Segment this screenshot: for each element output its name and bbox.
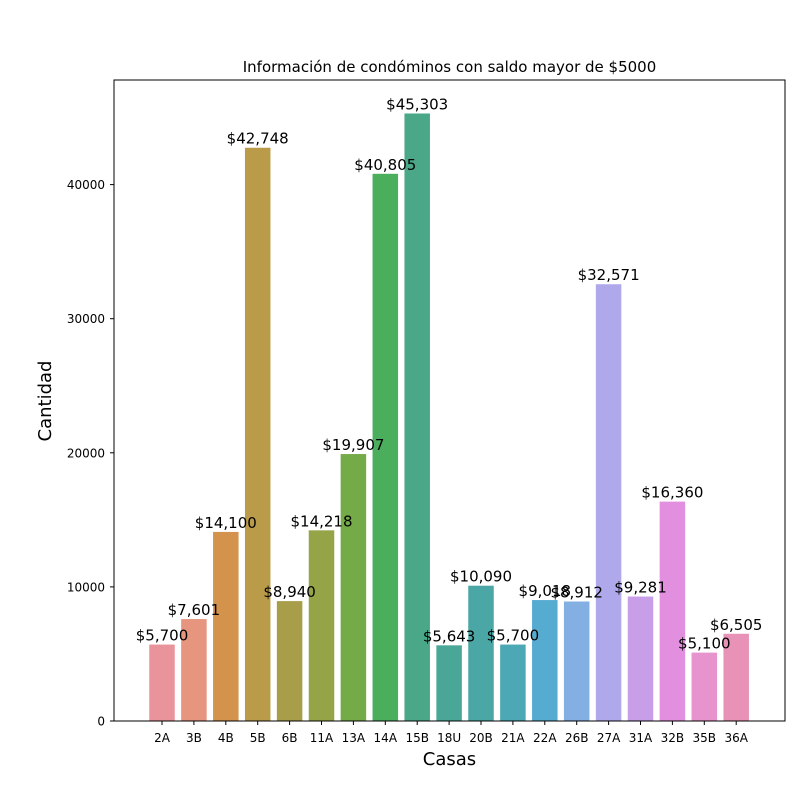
- plot-frame: [113, 79, 786, 722]
- x-tick-label-20B: 20B: [469, 731, 493, 745]
- x-tick-label-26B: 26B: [565, 731, 589, 745]
- data-label-11A: $14,218: [290, 512, 352, 530]
- y-tick-label: 20000: [67, 446, 105, 460]
- data-label-6B: $8,940: [263, 583, 316, 601]
- data-label-22A: $9,018: [519, 582, 572, 600]
- x-axis: 2A 3B 4B 5B 6B 11A 13A 14A 15B 18U 20B 21A 22A 26B 27A…: [154, 721, 749, 745]
- data-label-4B: $14,100: [195, 514, 257, 532]
- x-tick-label-11A: 11A: [310, 731, 334, 745]
- bar-2A: [149, 644, 175, 721]
- x-tick-label-35B: 35B: [693, 731, 717, 745]
- bar-21A: [500, 644, 526, 721]
- data-label-14A: $40,805: [354, 156, 416, 174]
- data-label-18U: $5,643: [423, 627, 476, 645]
- data-label-15B: $45,303: [386, 95, 448, 113]
- bars-group: [149, 113, 749, 722]
- data-label-3B: $7,601: [168, 601, 221, 619]
- bar-22A: [532, 600, 558, 721]
- y-axis-label: Cantidad: [35, 361, 56, 442]
- data-label-13A: $19,907: [322, 436, 384, 454]
- data-label-31A: $9,281: [614, 579, 667, 597]
- y-axis: 0 10000 20000 30000 40000: [67, 178, 114, 729]
- bar-6B: [276, 601, 303, 721]
- y-tick-label: 30000: [67, 312, 105, 326]
- y-tick-label: 40000: [67, 178, 105, 192]
- x-tick-label-15B: 15B: [405, 731, 429, 745]
- x-tick-label-4B: 4B: [218, 731, 234, 745]
- x-tick-label-5B: 5B: [250, 731, 266, 745]
- bar-5B: [244, 147, 271, 721]
- x-tick-label-27A: 27A: [597, 731, 621, 745]
- x-tick-label-18U: 18U: [437, 731, 461, 745]
- data-label-2A: $5,700: [136, 627, 189, 645]
- data-label-5B: $42,748: [227, 130, 289, 148]
- x-tick-label-6B: 6B: [282, 731, 298, 745]
- x-tick-label-3B: 3B: [186, 731, 202, 745]
- data-label-21A: $5,700: [487, 627, 540, 645]
- bar-36A: [723, 633, 749, 721]
- x-tick-label-21A: 21A: [501, 731, 525, 745]
- bar-15B: [404, 113, 430, 722]
- bar-3B: [181, 619, 207, 721]
- data-label-32B: $16,360: [641, 484, 703, 502]
- data-label-26B: $8,912: [550, 583, 603, 601]
- bar-32B: [659, 501, 686, 721]
- data-label-27A: $32,571: [578, 266, 640, 284]
- x-tick-label-36A: 36A: [724, 731, 748, 745]
- data-label-36A: $6,505: [710, 616, 763, 634]
- bar-14A: [372, 173, 399, 722]
- bar-4B: [213, 531, 239, 721]
- x-tick-label-32B: 32B: [661, 731, 685, 745]
- bar-13A: [340, 454, 367, 721]
- chart-title: Información de condóminos con saldo mayo…: [243, 58, 657, 76]
- x-tick-label-13A: 13A: [342, 731, 366, 745]
- data-label-20B: $10,090: [450, 568, 512, 586]
- y-tick-label: 10000: [67, 580, 105, 594]
- bar-31A: [627, 596, 654, 721]
- x-tick-label-22A: 22A: [533, 731, 557, 745]
- x-tick-label-31A: 31A: [629, 731, 653, 745]
- x-axis-label: Casas: [423, 749, 476, 770]
- bar-35B: [691, 652, 718, 721]
- data-labels-group: $5,700 $7,601 $14,100 $42,748 $8,940 $14,218 $…: [136, 95, 763, 652]
- y-tick-label: 0: [97, 715, 105, 729]
- x-tick-label-2A: 2A: [154, 731, 171, 745]
- bar-26B: [563, 601, 590, 721]
- bar-20B: [468, 585, 494, 721]
- x-tick-label-14A: 14A: [374, 731, 398, 745]
- bar-27A: [595, 284, 622, 721]
- data-label-35B: $5,100: [678, 635, 731, 653]
- bar-18U: [436, 645, 462, 721]
- bar-11A: [308, 530, 335, 721]
